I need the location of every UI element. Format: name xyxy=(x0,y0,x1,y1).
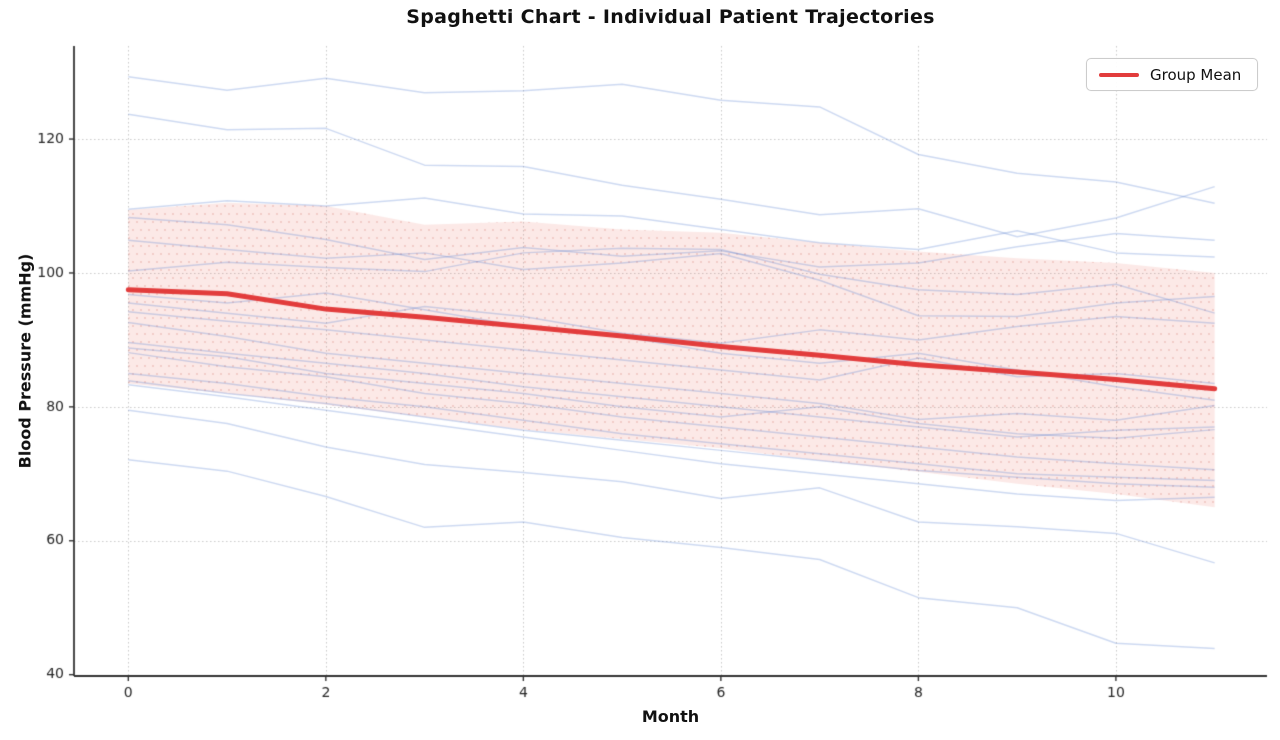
x-axis-label: Month xyxy=(641,707,700,726)
legend: Group Mean xyxy=(1086,58,1258,91)
y-axis-label-text: Blood Pressure (mmHg) xyxy=(15,253,35,469)
chart-title: Spaghetti Chart - Individual Patient Tra… xyxy=(406,6,935,28)
group-mean-line-swatch xyxy=(1099,72,1139,77)
legend-label: Group Mean xyxy=(1150,65,1242,84)
